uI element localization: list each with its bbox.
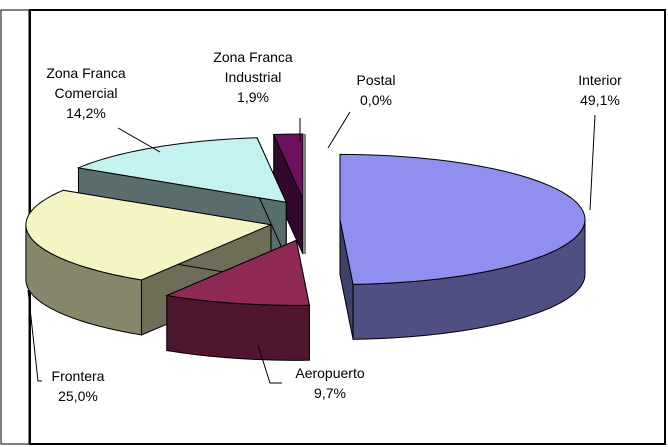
value-label: 0,0% bbox=[360, 92, 392, 108]
slice bbox=[165, 239, 310, 361]
slice-label-line: Interior bbox=[578, 72, 622, 88]
slice-top bbox=[165, 239, 310, 306]
value-label: 49,1% bbox=[580, 92, 620, 108]
leader-line bbox=[257, 344, 282, 384]
slice-label: Zona Franca Comercial bbox=[46, 65, 126, 101]
slice-label-line: Zona Franca bbox=[213, 49, 293, 65]
slice-label: Postal bbox=[357, 72, 396, 88]
slice bbox=[339, 153, 586, 340]
slice-label-line: Postal bbox=[357, 72, 396, 88]
slice-top bbox=[272, 133, 304, 200]
value-label: 9,7% bbox=[314, 385, 346, 401]
value-label: 25,0% bbox=[58, 388, 98, 404]
slice bbox=[272, 133, 304, 255]
slice-label-line: Industrial bbox=[225, 69, 282, 85]
slice-label-line: Frontera bbox=[52, 368, 105, 384]
labels: Interior 49,1% Aeropuerto 9,7% Frontera 25,0%… bbox=[27, 49, 622, 404]
slice-label: Frontera bbox=[52, 368, 105, 384]
value-label: 1,9% bbox=[237, 89, 269, 105]
leader-line bbox=[27, 289, 42, 382]
slice-top bbox=[25, 189, 273, 281]
leader-line bbox=[117, 127, 161, 153]
leader-line bbox=[589, 114, 596, 211]
slice-label: Aeropuerto bbox=[295, 365, 364, 381]
slice-label-line: Comercial bbox=[54, 85, 117, 101]
leader-line bbox=[327, 111, 351, 149]
pie bbox=[25, 133, 586, 361]
slice-label: Zona Franca Industrial bbox=[213, 49, 293, 85]
slice-label-line: Zona Franca bbox=[46, 65, 126, 81]
slice-top bbox=[76, 137, 288, 203]
value-label: 14,2% bbox=[66, 105, 106, 121]
slice-label-line: Aeropuerto bbox=[295, 365, 364, 381]
slice-label: Interior bbox=[578, 72, 622, 88]
slice-top bbox=[339, 153, 586, 285]
